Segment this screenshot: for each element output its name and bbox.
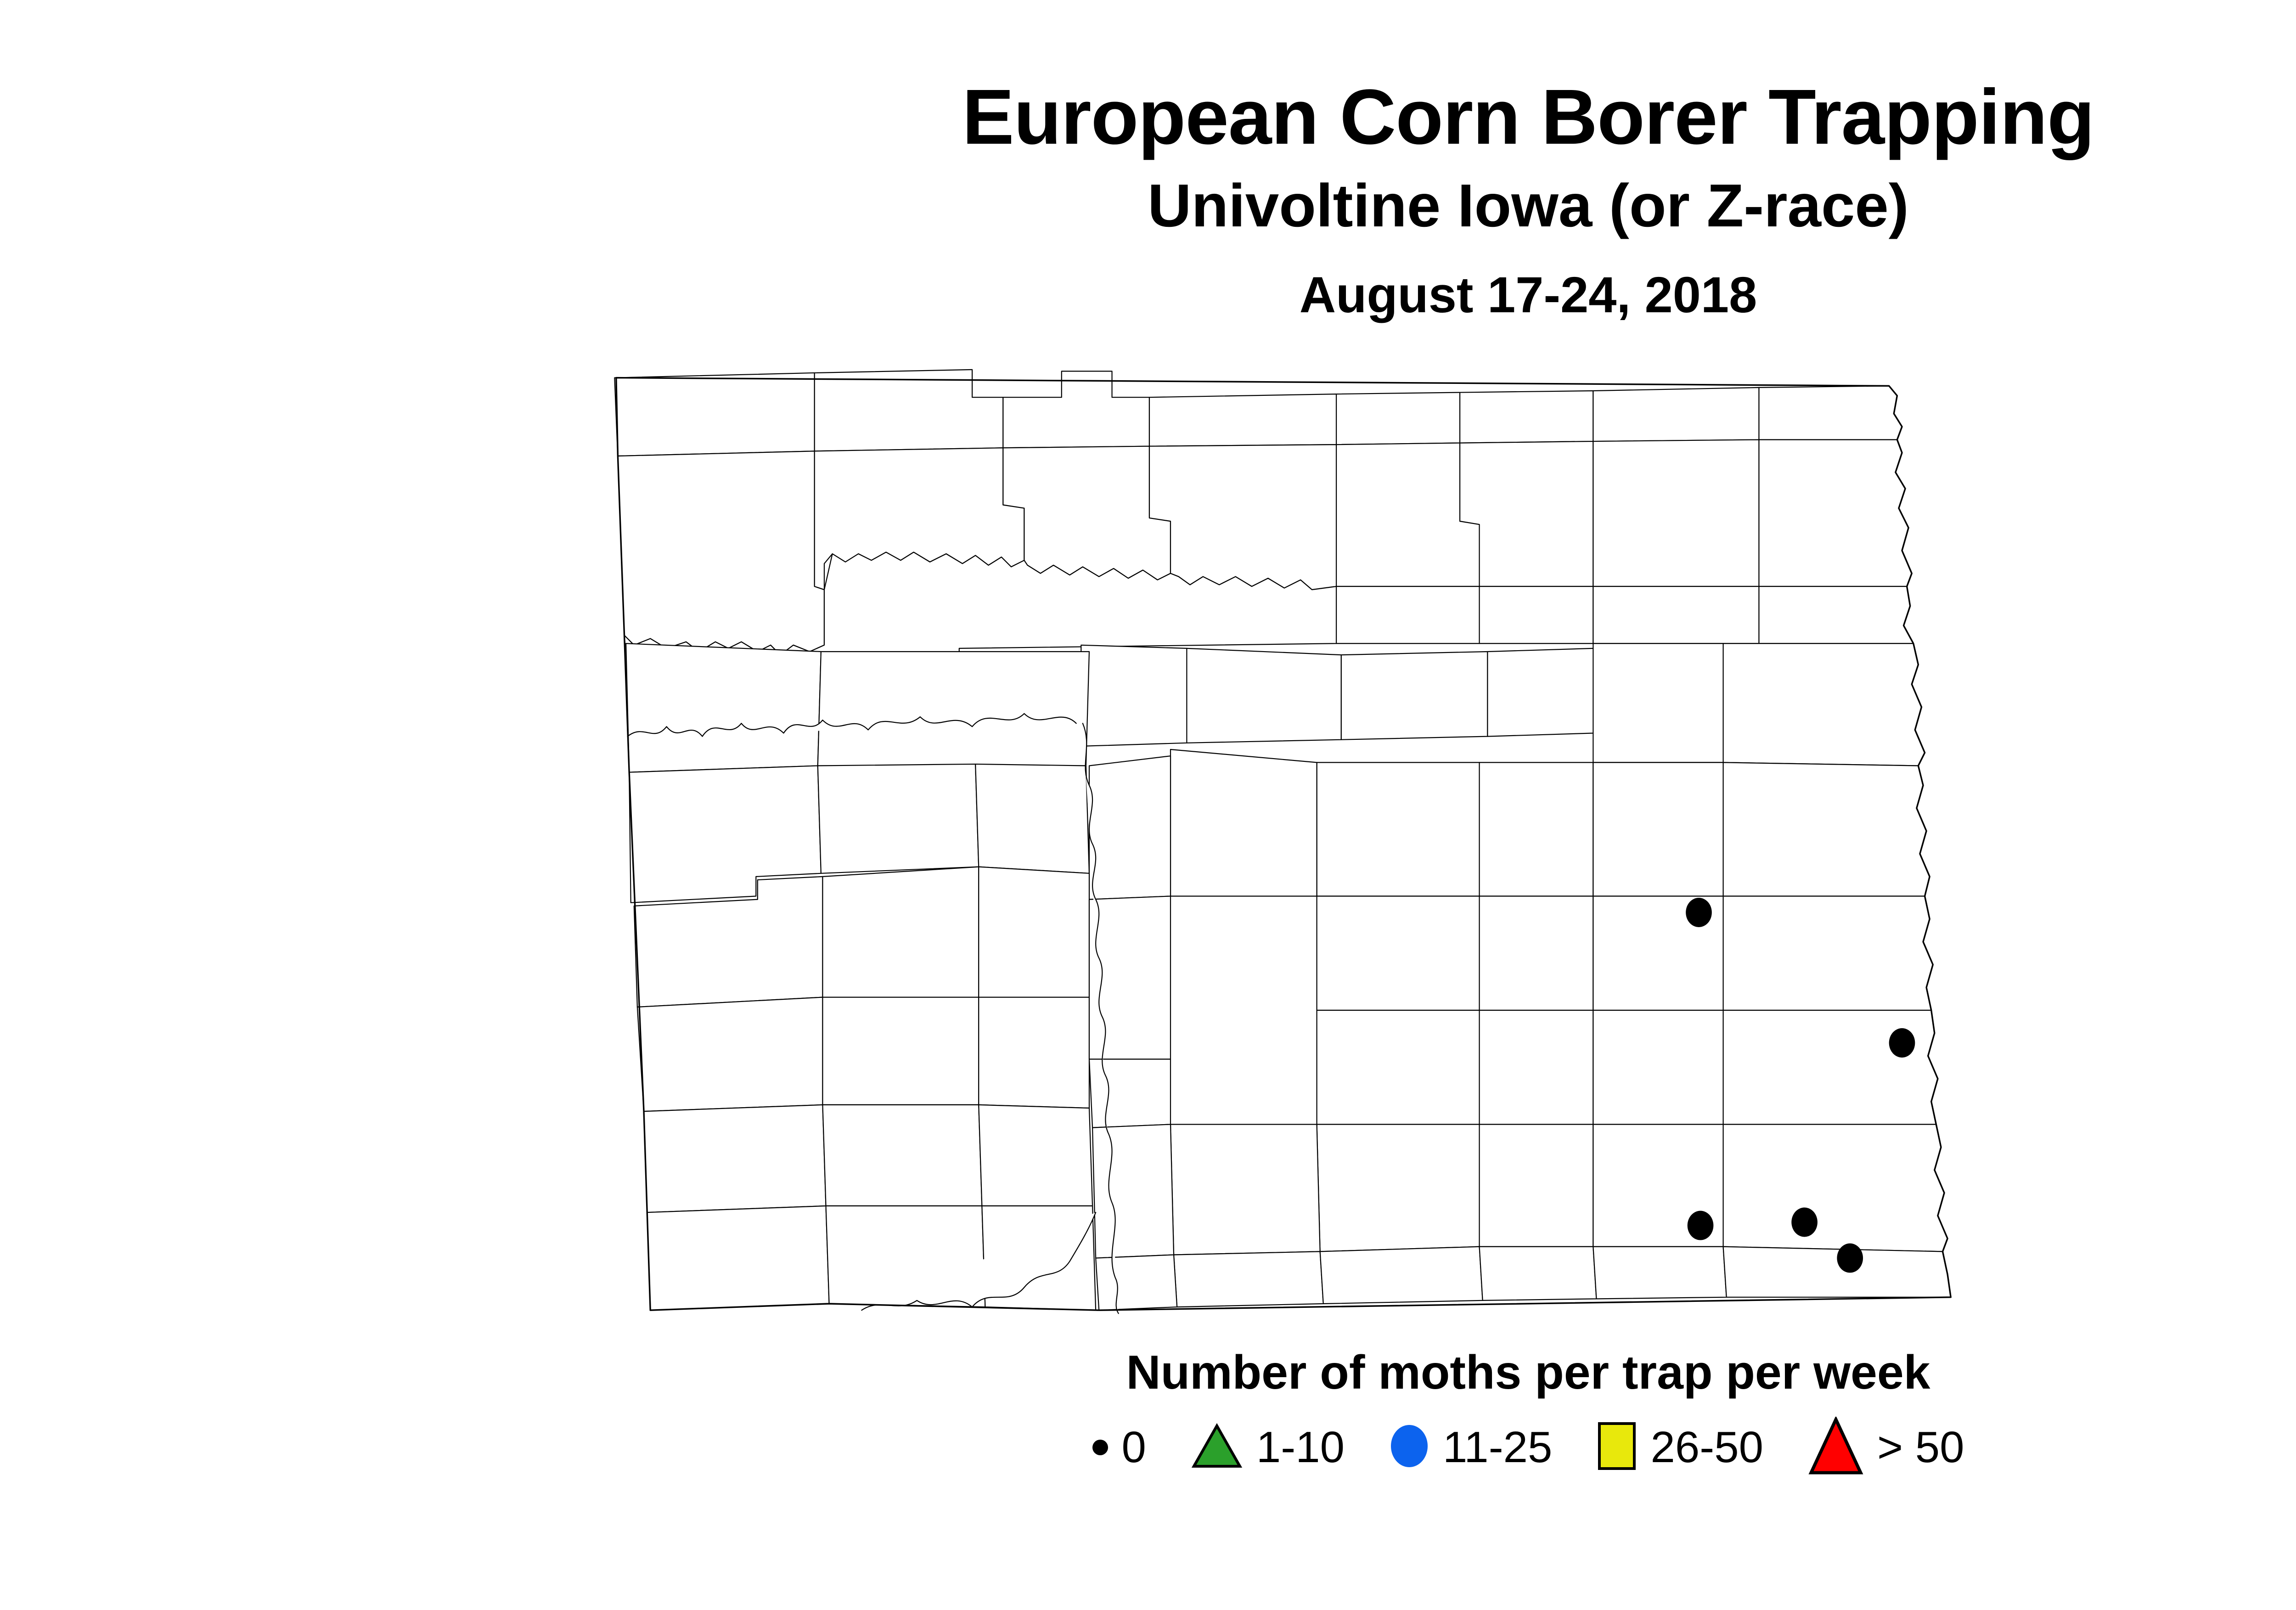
date-range-label: August 17-24, 2018 (1299, 267, 1757, 323)
trap-point[interactable] (1889, 1028, 1915, 1058)
legend-label-0: 0 (1121, 1422, 1146, 1472)
red-triangle-icon (1808, 1415, 1863, 1478)
page-subtitle: Univoltine Iowa (or Z-race) (1148, 172, 1909, 239)
legend-title: Number of moths per trap per week (1126, 1346, 1930, 1399)
trap-point[interactable] (1686, 898, 1712, 927)
trap-point[interactable] (1837, 1243, 1863, 1273)
legend-item-26-50[interactable]: 26-50 (1597, 1421, 1763, 1473)
yellow-square-icon (1597, 1421, 1637, 1473)
legend-item-11-25[interactable]: 11-25 (1390, 1422, 1552, 1473)
legend-label-11-25: 11-25 (1443, 1422, 1553, 1472)
page-title: European Corn Borer Trapping (962, 73, 2095, 161)
north-dakota-county-map (602, 358, 2227, 1336)
legend-label-gt-50: > 50 (1877, 1422, 1964, 1472)
legend-item-gt-50[interactable]: > 50 (1808, 1415, 1964, 1478)
state-outline (616, 378, 1951, 1311)
trap-points-layer (1686, 898, 1915, 1273)
map-svg (602, 358, 2227, 1336)
green-triangle-icon (1191, 1423, 1243, 1471)
legend-item-1-10[interactable]: 1-10 (1191, 1422, 1345, 1473)
title-block: European Corn Borer Trapping Univoltine … (0, 78, 2296, 321)
county-boundaries (614, 370, 1951, 1313)
legend-label-26-50: 26-50 (1650, 1422, 1763, 1472)
legend-item-0[interactable]: 0 (1092, 1422, 1146, 1473)
trap-point[interactable] (1791, 1207, 1818, 1237)
legend: 0 1-10 11-25 26-50 (0, 1415, 2296, 1478)
blue-ellipse-icon (1390, 1423, 1429, 1471)
black-dot-icon (1092, 1439, 1108, 1455)
legend-label-1-10: 1-10 (1256, 1422, 1345, 1472)
trap-point[interactable] (1687, 1210, 1714, 1240)
